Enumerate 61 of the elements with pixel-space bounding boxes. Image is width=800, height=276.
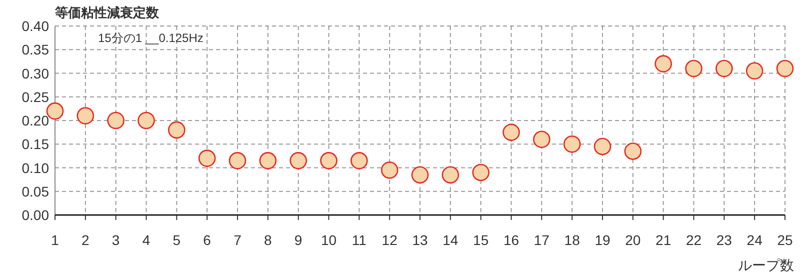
x-tick-label: 12 (382, 232, 398, 248)
point (259, 152, 277, 170)
point (138, 112, 155, 130)
point (107, 112, 124, 130)
y-tick-label: 0.30 (22, 65, 50, 82)
x-tick-label: 5 (172, 232, 181, 248)
point (746, 62, 764, 80)
y-tick-label: 0.00 (22, 207, 50, 223)
point (198, 150, 216, 167)
chart-subtitle: 15分の1 __0.125Hz (98, 31, 204, 45)
x-tick-label: 25 (777, 232, 793, 248)
point (502, 124, 520, 141)
point (411, 166, 429, 184)
x-tick-label: 8 (264, 232, 272, 248)
x-tick-label: 23 (716, 232, 732, 248)
x-tick-label: 17 (534, 232, 550, 248)
x-tick-label: 15 (473, 232, 489, 248)
y-tick-label: 0.20 (22, 112, 50, 128)
x-tick-label: 9 (294, 232, 302, 248)
y-tick-label: 0.15 (22, 136, 50, 152)
x-tick-label: 22 (686, 232, 702, 248)
y-tick-label: 0.05 (22, 183, 50, 200)
point (350, 152, 368, 170)
point (594, 138, 612, 156)
point (168, 121, 186, 139)
x-tick-label: 24 (746, 232, 763, 248)
y-tick-label: 0.10 (22, 160, 50, 176)
y-tick-label: 0.35 (22, 42, 50, 58)
point (685, 60, 702, 78)
point (442, 166, 460, 184)
x-tick-label: 19 (594, 232, 610, 248)
point (654, 55, 672, 72)
x-tick-label: 4 (142, 232, 150, 248)
point (776, 60, 794, 78)
x-tick-label: 16 (503, 232, 520, 248)
x-tick-label: 10 (320, 232, 337, 248)
point (624, 142, 642, 160)
point (380, 161, 398, 179)
x-tick-label: 1 (51, 232, 60, 248)
x-tick-label: 11 (352, 232, 367, 248)
x-axis-title: ループ数 (738, 257, 794, 273)
y-tick-label: 0.25 (22, 88, 50, 105)
point (533, 130, 550, 148)
x-tick-label: 21 (656, 232, 672, 248)
y-axis-title: 等価粘性減衰定数 (54, 5, 160, 20)
x-tick-label: 6 (203, 232, 212, 248)
point (76, 107, 94, 124)
point (716, 60, 733, 78)
point (290, 152, 307, 170)
x-tick-label: 2 (82, 232, 90, 248)
x-tick-label: 20 (625, 232, 641, 248)
x-tick-label: 14 (442, 232, 458, 248)
x-tick-label: 3 (112, 232, 120, 248)
y-tick-label: 0.40 (22, 18, 50, 34)
point (320, 152, 338, 170)
x-tick-label: 7 (234, 232, 242, 248)
x-tick-label: 18 (564, 232, 580, 248)
point (472, 164, 490, 182)
point (563, 135, 581, 153)
point (228, 152, 246, 170)
x-tick-label: 13 (412, 232, 428, 248)
